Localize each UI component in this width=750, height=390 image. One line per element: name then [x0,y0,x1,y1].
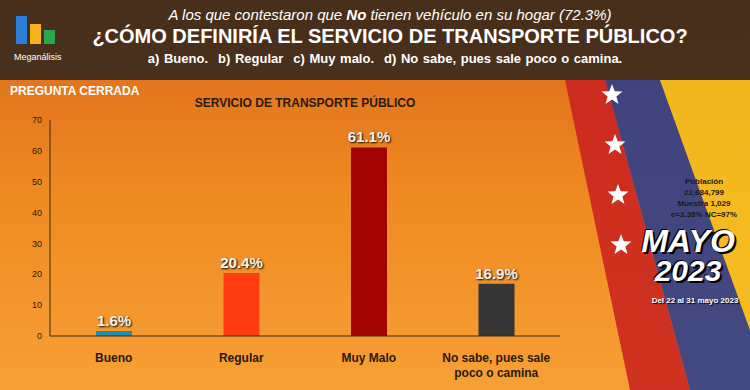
html-text:SERVICIO DE TRANSPORTE PÚBLICO: SERVICIO DE TRANSPORTE PÚBLICO [194,96,416,110]
svg-text:70: 70 [32,115,42,125]
svg-text:20: 20 [32,269,42,279]
svg-text:0: 0 [37,331,42,341]
html-text:Del 22 al 31 mayo 2023: Del 22 al 31 mayo 2023 [651,296,739,305]
html-text:d) No sabe, pues sale poco o c: d) No sabe, pues sale poco o camina. [384,51,623,66]
svg-text:50: 50 [32,177,42,187]
html-text:PREGUNTA CERRADA: PREGUNTA CERRADA [10,84,140,98]
html-text:a) Bueno.: a) Bueno. [147,51,208,66]
html-text:2023: 2023 [654,254,722,287]
svg-text:No sabe, pues salepoco o camin: No sabe, pues salepoco o camina [442,351,550,380]
html-text:Población: Población [684,177,724,186]
html-text:e=3.38% NC=97%: e=3.38% NC=97% [670,210,738,219]
svg-text:Regular: Regular [219,351,264,365]
svg-text:20.4%: 20.4% [220,254,263,271]
html-text:c) Muy malo.: c) Muy malo. [293,51,374,66]
svg-text:Muy Malo: Muy Malo [341,351,396,365]
svg-text:10: 10 [32,300,42,310]
html-text:¿CÓMO DEFINIRÍA EL SERVICIO DE: ¿CÓMO DEFINIRÍA EL SERVICIO DE TRANSPORT… [92,25,688,47]
html-text:Muestra 1,029: Muestra 1,029 [677,199,731,208]
svg-text:60: 60 [32,146,42,156]
svg-text:Bueno: Bueno [95,351,132,365]
html-text:MAYO: MAYO [641,223,735,259]
html-text:A los que contestaron que No t: A los que contestaron que No tienen vehí… [168,6,612,23]
svg-text:40: 40 [32,208,42,218]
svg-text:1.6%: 1.6% [97,312,131,329]
html-text:Meganálisis: Meganálisis [14,52,62,62]
html-text:b) Regular: b) Regular [218,51,284,66]
svg-text:61.1%: 61.1% [348,128,391,145]
svg-text:16.9%: 16.9% [475,265,518,282]
svg-text:30: 30 [32,239,42,249]
html-text:22,684,799: 22,684,799 [684,188,724,197]
